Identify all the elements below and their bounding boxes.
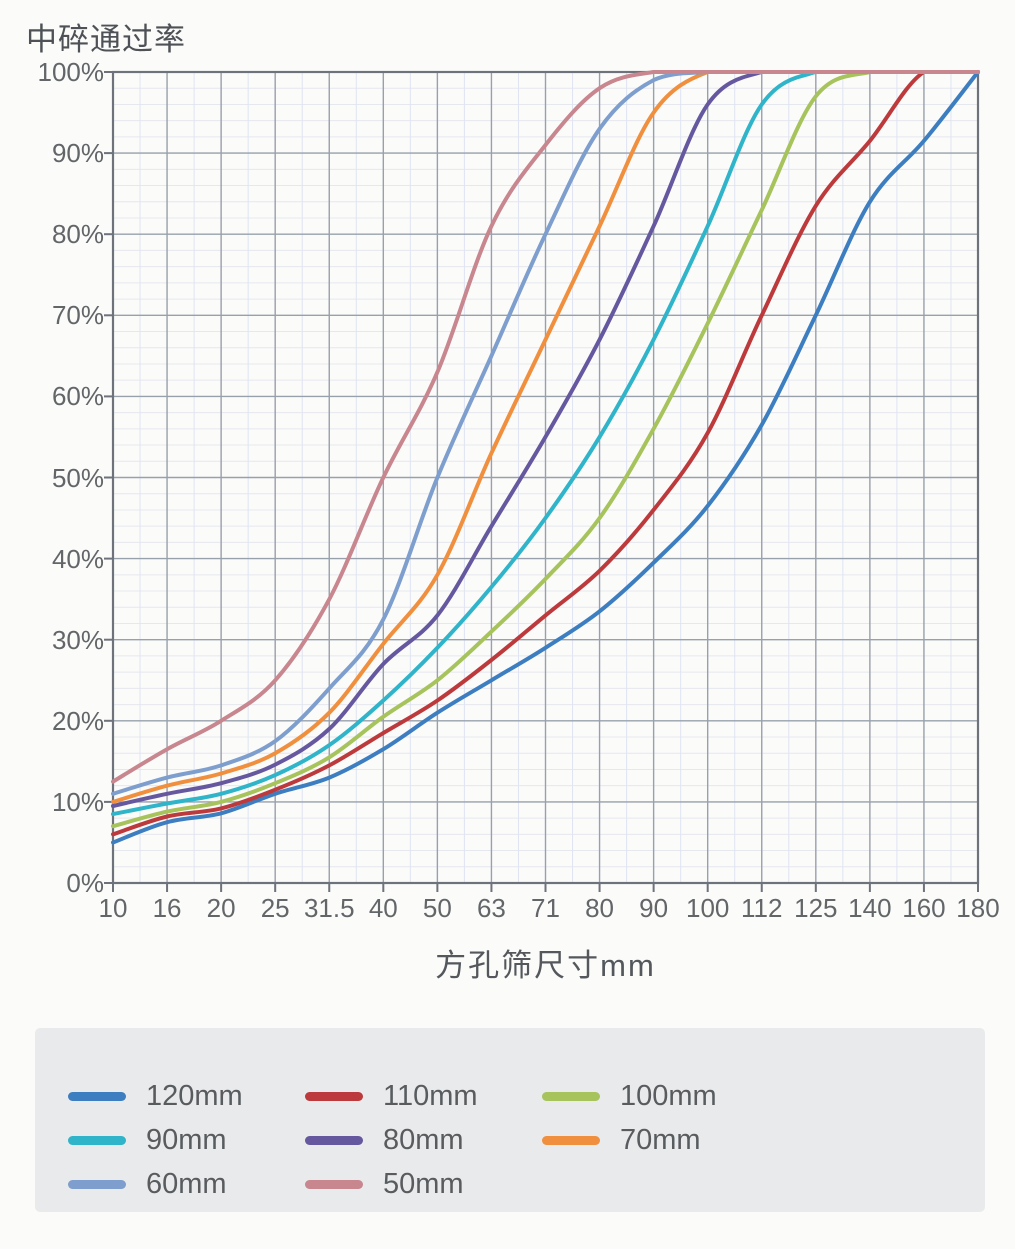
legend: 120mm 110mm 100mm 90mm 80mm 70mm 60mm 50mm	[35, 1028, 985, 1212]
legend-label: 80mm	[383, 1124, 464, 1156]
x-axis-tick-label: 160	[902, 893, 946, 923]
legend-label: 100mm	[620, 1080, 717, 1112]
x-axis-tick-label: 112	[741, 893, 783, 923]
legend-label: 90mm	[146, 1124, 227, 1156]
legend-label: 60mm	[146, 1168, 227, 1200]
x-axis-tick-label: 100	[685, 893, 730, 923]
legend-item-70mm: 70mm	[542, 1118, 779, 1162]
legend-swatch-90mm	[68, 1135, 126, 1145]
legend-label: 120mm	[146, 1080, 243, 1112]
x-axis-tick-label: 31.5	[303, 893, 355, 923]
legend-label: 70mm	[620, 1124, 701, 1156]
x-axis-tick-label: 40	[368, 893, 398, 923]
y-axis-tick-label: 10%	[51, 786, 104, 817]
x-axis-tick-label: 71	[531, 893, 560, 923]
y-axis-tick-label: 40%	[51, 543, 104, 574]
legend-swatch-100mm	[542, 1091, 600, 1101]
legend-swatch-120mm	[68, 1091, 126, 1101]
x-axis-tick-label: 25	[260, 893, 290, 923]
legend-item-80mm: 80mm	[305, 1118, 542, 1162]
legend-label: 50mm	[383, 1168, 464, 1200]
legend-item-60mm: 60mm	[68, 1162, 305, 1206]
y-axis-tick-label: 20%	[51, 705, 104, 736]
curve-120mm	[111, 70, 980, 845]
legend-swatch-70mm	[542, 1135, 600, 1145]
legend-swatch-80mm	[305, 1135, 363, 1145]
chart-svg	[104, 70, 980, 892]
x-axis-tick-label: 125	[794, 893, 838, 923]
legend-item-110mm: 110mm	[305, 1074, 542, 1118]
y-axis-tick-label: 100%	[37, 57, 105, 87]
y-axis-tick-label: 50%	[51, 462, 104, 493]
legend-swatch-60mm	[68, 1179, 126, 1189]
legend-item-90mm: 90mm	[68, 1118, 305, 1162]
curve-100mm	[111, 70, 980, 829]
x-axis-tick-label: 90	[639, 893, 669, 923]
x-axis-tick-label: 10	[98, 893, 128, 923]
curve-110mm	[111, 70, 980, 837]
y-axis-tick-label: 90%	[51, 138, 104, 169]
legend-swatch-50mm	[305, 1179, 363, 1189]
x-axis-tick-label: 63	[476, 893, 506, 923]
y-axis-tick-label: 30%	[51, 624, 104, 655]
legend-item-100mm: 100mm	[542, 1074, 779, 1118]
x-axis-tick-label: 20	[206, 893, 236, 923]
x-axis-tick-label: 180	[956, 893, 1000, 923]
x-axis-tick-label: 140	[848, 893, 892, 923]
y-axis-tick-label: 70%	[51, 300, 104, 331]
legend-item-120mm: 120mm	[68, 1074, 305, 1118]
chart-title: 中碎通过率	[26, 22, 186, 57]
x-axis-tick-label: 16	[152, 893, 182, 923]
y-axis-tick-label: 60%	[51, 381, 104, 412]
legend-item-50mm: 50mm	[305, 1162, 542, 1206]
curve-50mm	[111, 70, 980, 784]
x-axis-tick-label: 80	[585, 893, 615, 923]
y-axis-tick-label: 0%	[66, 868, 104, 898]
legend-swatch-110mm	[305, 1091, 363, 1101]
x-axis-tick-label: 50	[422, 893, 452, 923]
x-axis-title: 方孔筛尺寸mm	[435, 948, 656, 983]
legend-label: 110mm	[383, 1080, 478, 1112]
y-axis-tick-label: 80%	[51, 219, 104, 250]
